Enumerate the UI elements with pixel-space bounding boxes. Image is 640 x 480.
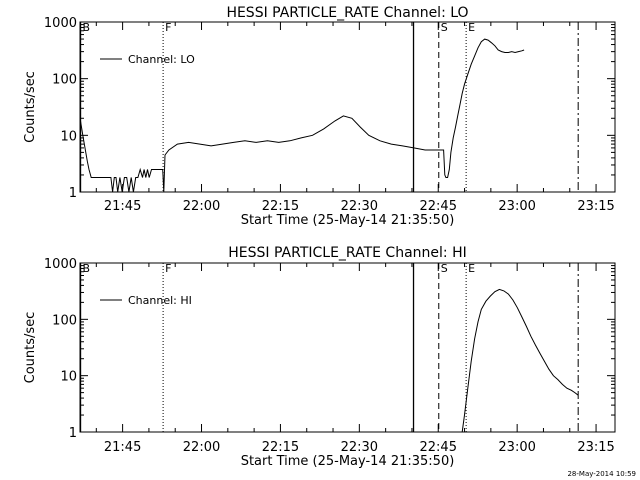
y-axis-label: Counts/sec [23,71,38,143]
y-tick-label: 1000 [44,257,77,272]
chart-title: HESSI PARTICLE_RATE Channel: HI [228,245,466,261]
y-tick-label: 100 [52,73,77,88]
legend-label: Channel: LO [128,53,195,66]
x-tick-label: 22:15 [262,440,299,455]
marker-label: E [468,262,475,275]
marker-label: F [165,262,171,275]
x-tick-label: 22:45 [420,199,457,214]
timestamp-label: 28-May-2014 10:59 [567,470,636,478]
y-axis-label: Counts/sec [23,312,38,384]
marker-label: E [468,21,475,34]
panel-lo: HESSI PARTICLE_RATE Channel: LO Start Tim… [23,5,615,228]
y-tick-label: 10 [60,370,77,385]
y-tick-label: 1000 [44,16,77,31]
x-tick-label: 22:30 [341,199,378,214]
y-tick-label: 1 [69,186,77,201]
y-tick-label: 100 [52,313,77,328]
chart-title: HESSI PARTICLE_RATE Channel: LO [226,5,468,21]
y-tick-label: 1 [69,426,77,441]
chart-canvas: HESSI PARTICLE_RATE Channel: LO Start Tim… [0,0,640,480]
x-axis-label: Start Time (25-May-14 21:35:50) [241,213,455,228]
x-tick-label: 23:15 [577,440,614,455]
x-tick-label: 22:45 [420,440,457,455]
x-tick-label: 23:00 [498,199,535,214]
marker-label: S [441,21,448,34]
x-tick-label: 22:15 [262,199,299,214]
y-tick-label: 10 [60,129,77,144]
x-tick-label: 22:30 [341,440,378,455]
plot-frame [80,263,615,432]
marker-label: F [165,21,171,34]
marker-label: S [441,262,448,275]
legend-label: Channel: HI [128,294,192,307]
marker-label: B [83,262,91,275]
x-tick-label: 21:45 [104,199,141,214]
x-tick-label: 22:00 [183,199,220,214]
x-tick-label: 22:00 [183,440,220,455]
plot-frame [80,22,615,192]
x-tick-label: 23:00 [498,440,535,455]
x-axis-label: Start Time (25-May-14 21:35:50) [241,454,455,469]
panel-hi: HESSI PARTICLE_RATE Channel: HI Start Tim… [23,245,615,469]
x-tick-label: 21:45 [104,440,141,455]
x-tick-label: 23:15 [577,199,614,214]
series-line-hi [462,289,578,432]
marker-label: B [83,21,91,34]
